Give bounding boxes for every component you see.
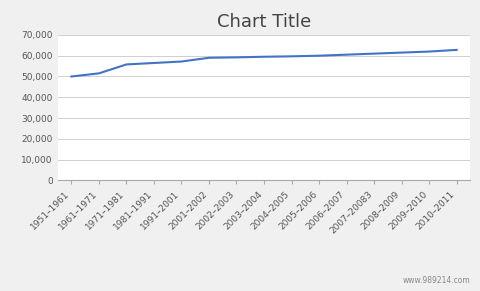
Title: Chart Title: Chart Title [217, 13, 311, 31]
Text: www.989214.com: www.989214.com [403, 276, 470, 285]
